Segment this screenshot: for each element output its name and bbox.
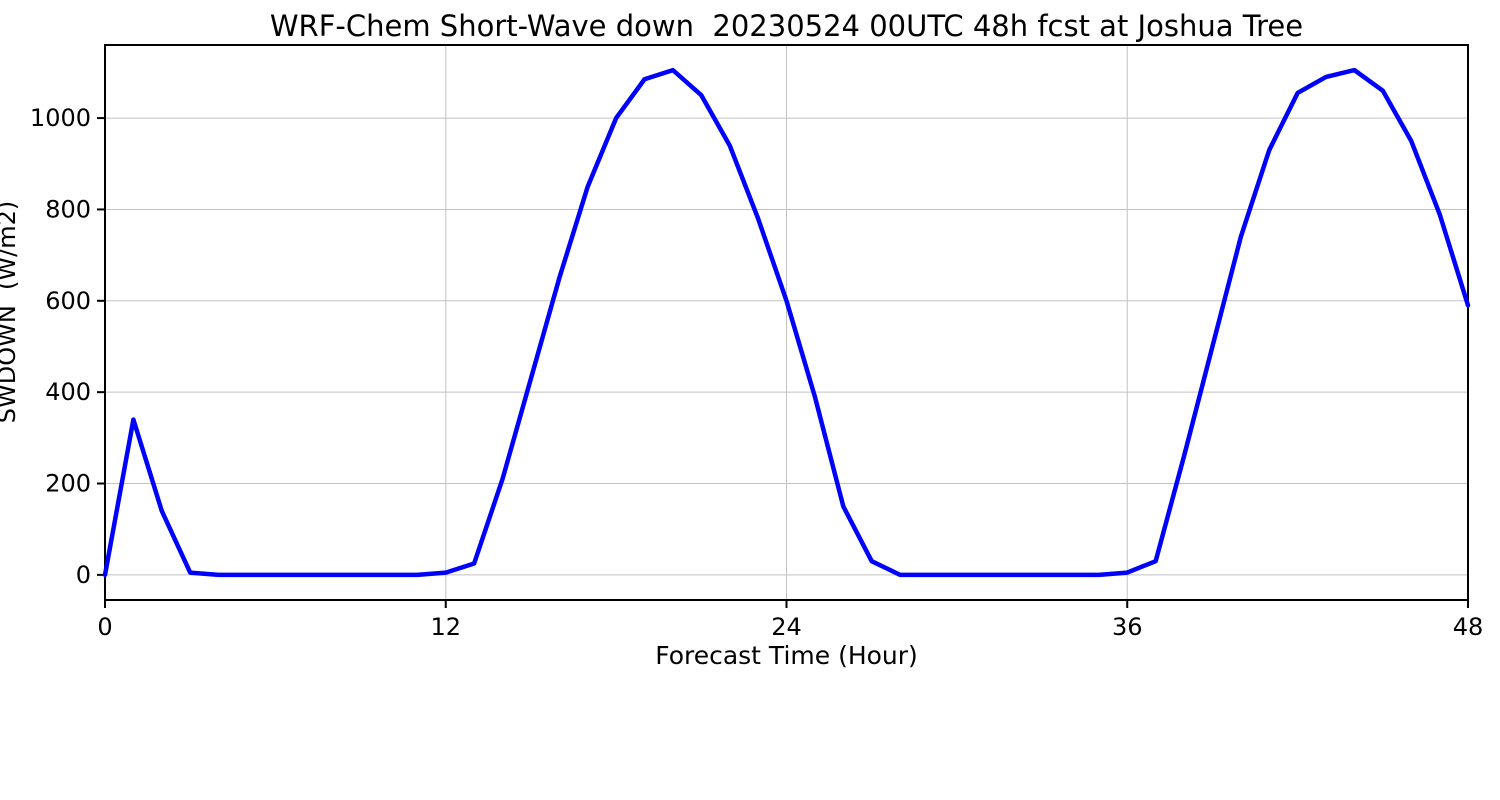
y-tick-label: 1000 (30, 104, 91, 132)
y-tick-label: 400 (45, 378, 91, 406)
x-tick-label: 12 (430, 613, 461, 641)
y-tick-label: 800 (45, 195, 91, 223)
x-axis-label: Forecast Time (Hour) (655, 641, 918, 670)
y-tick-label: 0 (76, 561, 91, 589)
x-tick-label: 0 (97, 613, 112, 641)
y-tick-label: 600 (45, 287, 91, 315)
x-tick-label: 36 (1112, 613, 1143, 641)
chart-title: WRF-Chem Short-Wave down 20230524 00UTC … (269, 9, 1304, 43)
data-line-swdown (102, 67, 1471, 578)
x-tick-label: 24 (771, 613, 802, 641)
y-axis-label: SWDOWN (W/m2) (0, 200, 21, 424)
y-tick-label: 200 (45, 470, 91, 498)
x-tick-label: 48 (1453, 613, 1484, 641)
